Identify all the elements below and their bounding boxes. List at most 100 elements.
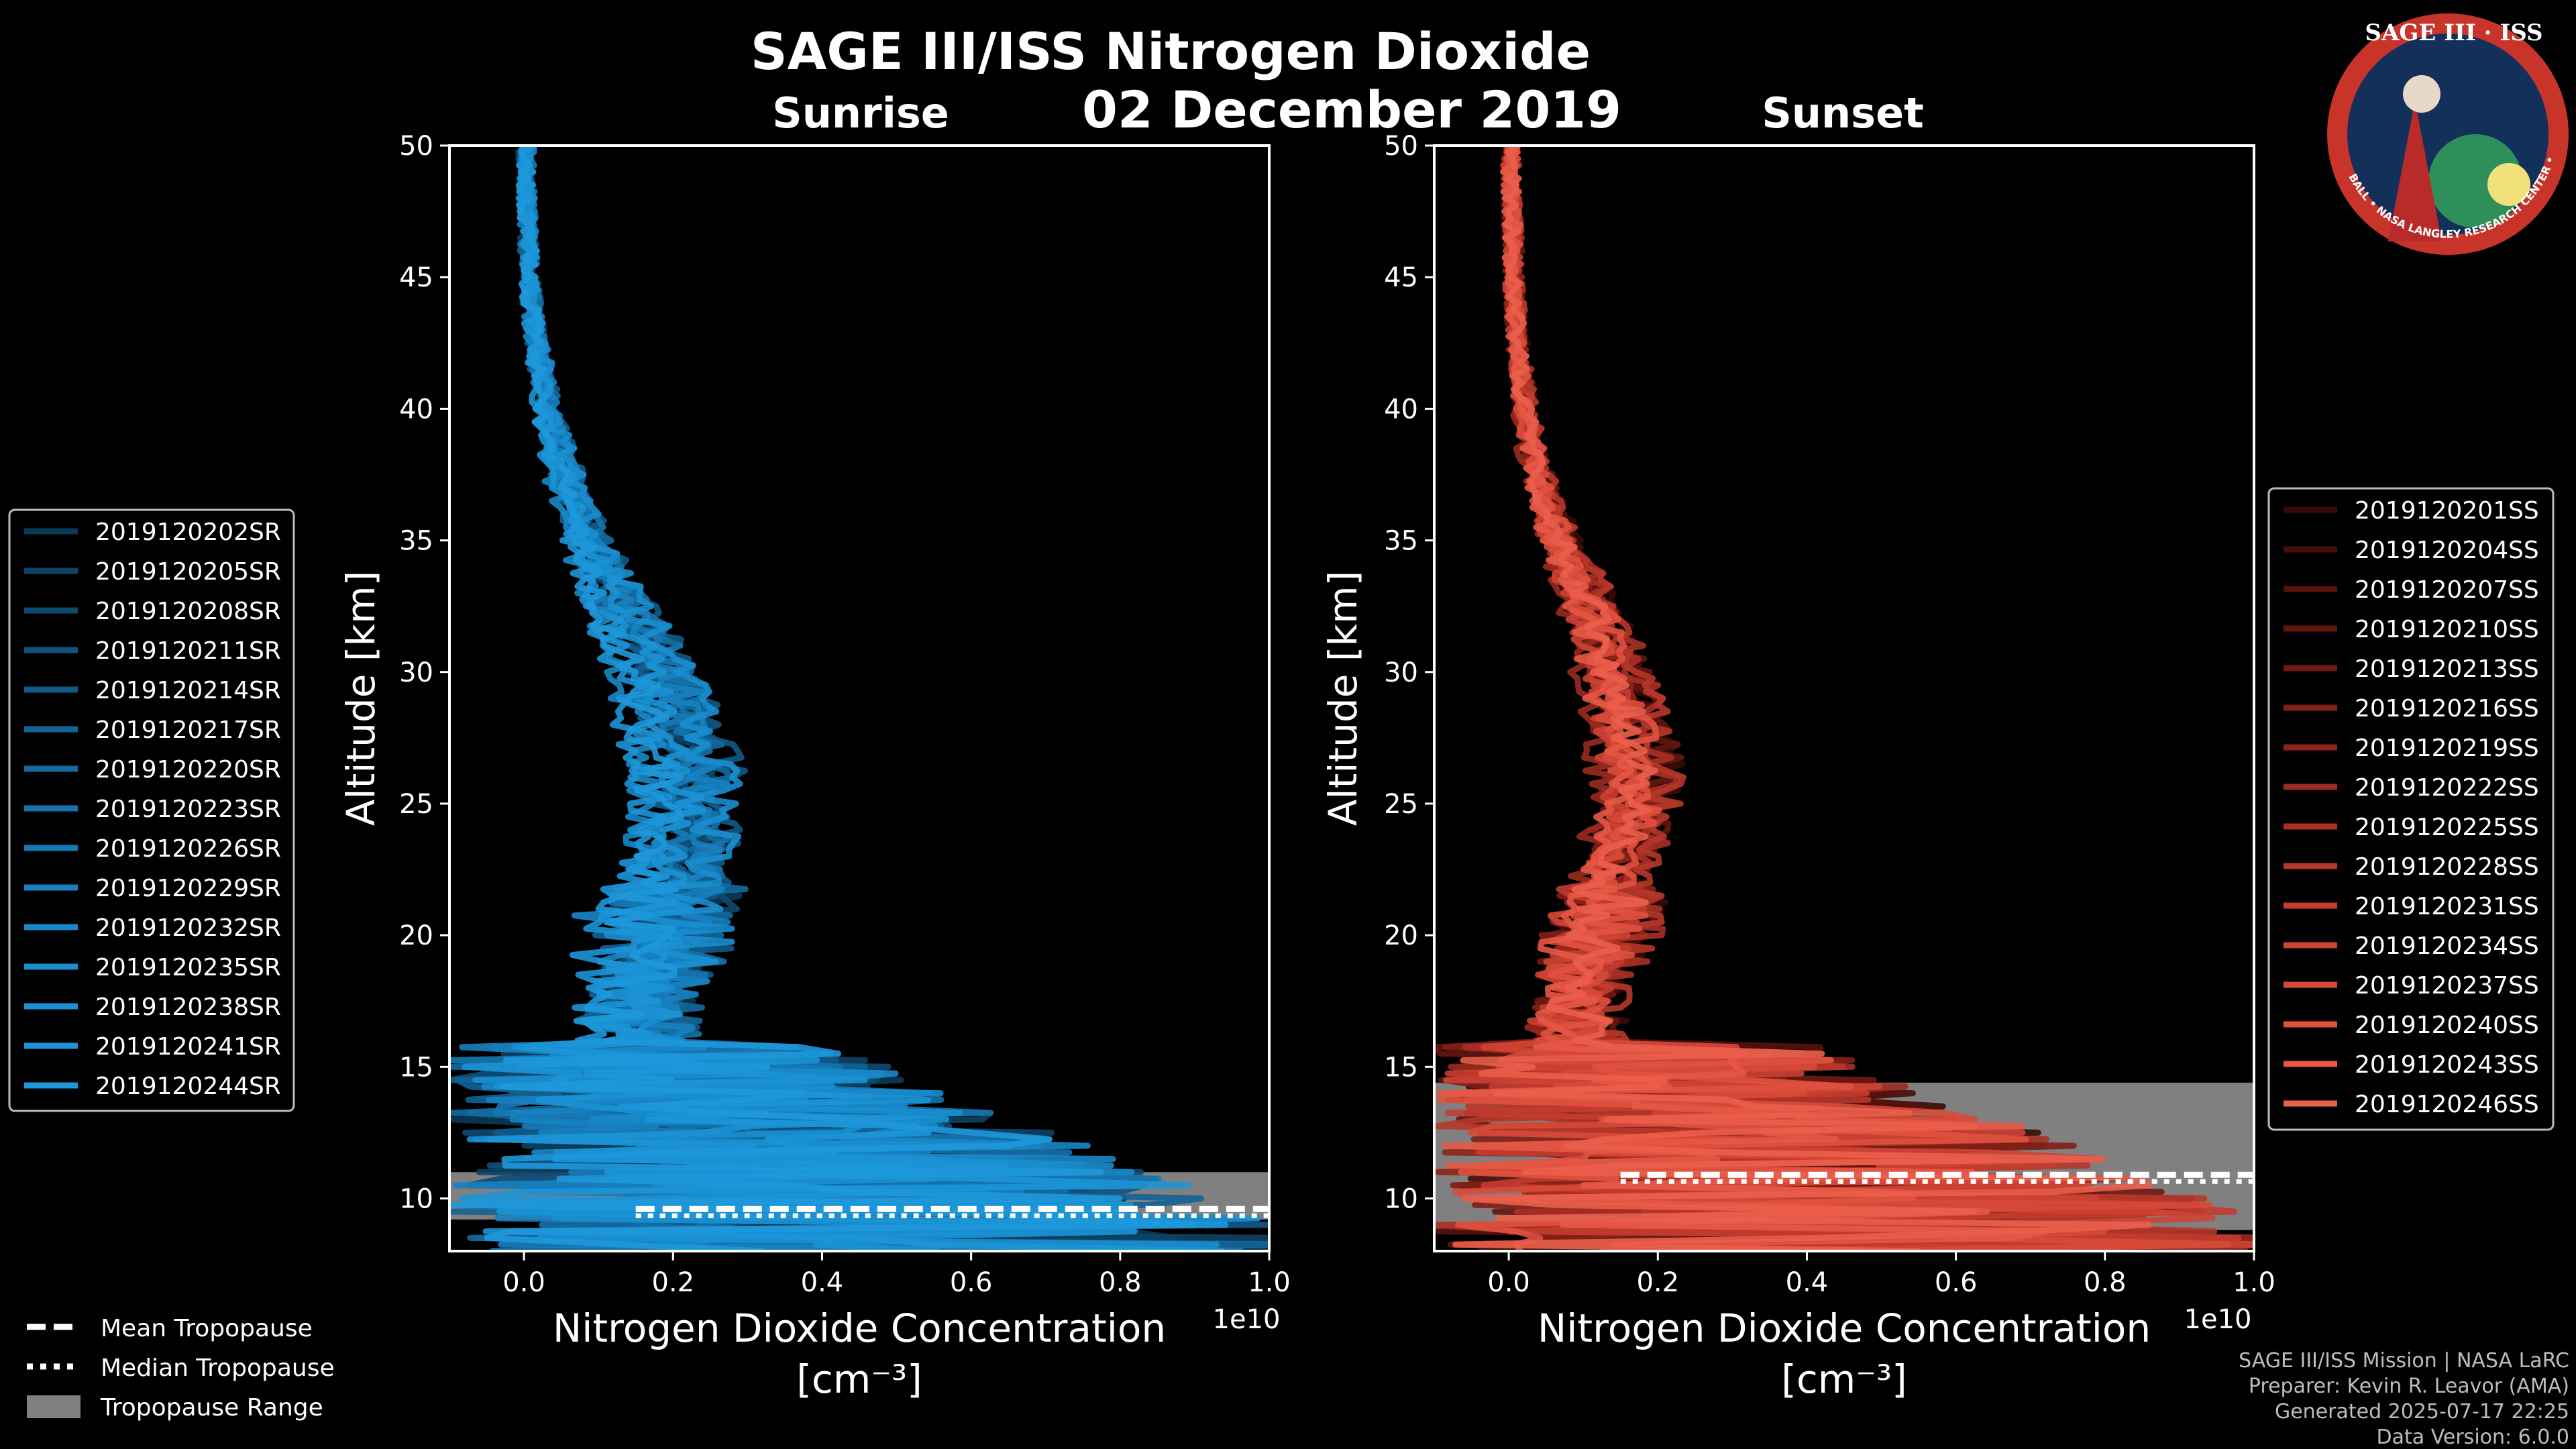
sunrise-legend-label-2019120208SR: 2019120208SR [95,598,281,625]
sunset-legend-label-2019120210SS: 2019120210SS [2355,616,2539,643]
sunset-x-tick-label: 0.8 [2084,1267,2127,1298]
footer-preparer: Preparer: Kevin R. Leavor (AMA) [2249,1375,2569,1398]
sunset-legend-label-2019120234SS: 2019120234SS [2355,932,2539,960]
sunset-y-tick-label: 30 [1384,657,1418,688]
median-tropopause-label: Median Tropopause [101,1354,335,1382]
sunset-legend-label-2019120216SS: 2019120216SS [2355,695,2539,722]
sunset-legend-label-2019120228SS: 2019120228SS [2355,853,2539,881]
footer-data-version: Data Version: 6.0.0 [2377,1426,2569,1449]
mean-tropopause-label: Mean Tropopause [101,1315,313,1342]
sunrise-legend-label-2019120211SR: 2019120211SR [95,637,281,665]
sunrise-legend-label-2019120226SR: 2019120226SR [95,835,281,863]
sunset-y-tick-label: 50 [1384,131,1418,162]
sunset-x-tick-label: 0.2 [1636,1267,1679,1298]
sunset-y-tick-label: 15 [1384,1052,1418,1083]
sunrise-y-tick-label: 40 [399,394,433,425]
sunrise-series-line-2019120244SR [449,146,1229,1251]
sunrise-y-tick-label: 10 [399,1184,433,1215]
sunset-x-tick-label: 0.0 [1487,1267,1530,1298]
logo-earth-icon [2428,134,2522,228]
sunset-y-tick-label: 35 [1384,526,1418,557]
logo-figure-icon [2388,101,2442,241]
figure-date: 02 December 2019 [1082,80,1621,140]
logo-sun-icon [2487,163,2530,206]
right-panel-title: Sunset [1762,89,1924,138]
tropopause-range-label: Tropopause Range [100,1394,323,1421]
sunset-ticks: 0.0 0.2 0.4 0.6 0.8 1.0 10 15 20 25 30 35 40 45 50 [1384,131,2275,1298]
sunrise-y-tick-label: 45 [399,262,433,293]
sunset-legend-label-2019120243SS: 2019120243SS [2355,1051,2539,1079]
tropopause-range-swatch [27,1395,80,1418]
sunset-legend-label-2019120240SS: 2019120240SS [2355,1012,2539,1039]
sunset-x-tick-label: 0.6 [1935,1267,1978,1298]
sunrise-x-tick-label: 0.4 [801,1267,844,1298]
sunset-legend-label-2019120207SS: 2019120207SS [2355,576,2539,604]
sunset-legend-label-2019120231SS: 2019120231SS [2355,893,2539,920]
sunset-legend: 2019120201SS 2019120204SS 2019120207SS 2019… [2267,487,2555,1131]
sunrise-legend: 2019120202SR 2019120205SR 2019120208SR 2019… [8,508,295,1112]
sunset-tropopause-marks [1620,1171,2254,1184]
sunrise-y-tick-label: 20 [399,920,433,951]
sunrise-legend-label-2019120241SR: 2019120241SR [95,1033,281,1061]
sunset-x-scale-label: 1e10 [2184,1304,2252,1335]
sunset-x-axis-units: [cm⁻³] [1781,1356,1907,1402]
sunrise-y-axis-label: Altitude [km] [338,571,384,826]
logo-head-icon [2403,75,2440,113]
sunset-legend-label-2019120225SS: 2019120225SS [2355,814,2539,841]
sunrise-tropopause-marks [635,1205,1269,1218]
sunset-legend-label-2019120219SS: 2019120219SS [2355,735,2539,762]
sunrise-x-axis-label: Nitrogen Dioxide Concentration [553,1305,1166,1351]
sunrise-legend-label-2019120214SR: 2019120214SR [95,677,281,704]
tropopause-legend: Mean Tropopause Median Tropopause Tropop… [27,1315,335,1421]
left-panel-title: Sunrise [772,89,949,138]
sunset-legend-label-2019120237SS: 2019120237SS [2355,972,2539,1000]
logo-text: SAGE III · ISS [2365,19,2542,46]
sunset-legend-label-2019120222SS: 2019120222SS [2355,774,2539,802]
sunrise-legend-label-2019120223SR: 2019120223SR [95,796,281,823]
sunset-y-axis-label: Altitude [km] [1320,571,1366,826]
sunset-legend-label-2019120246SS: 2019120246SS [2355,1091,2539,1118]
sunrise-legend-label-2019120220SR: 2019120220SR [95,756,281,784]
footer-generated: Generated 2025-07-17 22:25 [2275,1400,2569,1424]
sunset-x-tick-label: 0.4 [1786,1267,1829,1298]
sunrise-legend-label-2019120238SR: 2019120238SR [95,994,281,1021]
sunset-y-tick-label: 10 [1384,1184,1418,1215]
sunrise-plot-frame [448,144,1271,1252]
sunrise-x-scale-label: 1e10 [1213,1304,1281,1335]
sunrise-legend-label-2019120217SR: 2019120217SR [95,716,281,744]
sunset-legend-label-2019120204SS: 2019120204SS [2355,537,2539,564]
sunset-y-tick-label: 25 [1384,789,1418,820]
sunset-series-line-2019120246SS [1452,146,2153,1251]
sunset-legend-label-2019120213SS: 2019120213SS [2355,655,2539,683]
footer-mission: SAGE III/ISS Mission | NASA LaRC [2239,1349,2569,1373]
sunrise-legend-label-2019120235SR: 2019120235SR [95,954,281,981]
sunrise-y-tick-label: 25 [399,789,433,820]
sunset-legend-label-2019120201SS: 2019120201SS [2355,497,2539,525]
sunset-y-tick-label: 45 [1384,262,1418,293]
sunrise-series-layer [449,146,1269,1251]
sunrise-x-tick-label: 0.6 [950,1267,993,1298]
sunrise-y-tick-label: 35 [399,526,433,557]
sunrise-ticks: 0.0 0.2 0.4 0.6 0.8 1.0 10 15 20 25 30 35 40 45 50 [399,131,1291,1298]
figure-title: SAGE III/ISS Nitrogen Dioxide [751,21,1591,81]
sunrise-legend-label-2019120202SR: 2019120202SR [95,519,281,546]
sunset-y-tick-label: 40 [1384,394,1418,425]
sunset-y-tick-label: 20 [1384,920,1418,951]
sunrise-x-tick-label: 0.2 [651,1267,694,1298]
sunrise-y-tick-label: 30 [399,657,433,688]
sunrise-legend-label-2019120244SR: 2019120244SR [95,1073,281,1100]
sunset-x-axis-label: Nitrogen Dioxide Concentration [1538,1305,2151,1351]
sunset-legend-frame [2267,487,2555,1131]
sunset-plot-frame [1433,144,2255,1252]
sunrise-plot-area: 0.0 0.2 0.4 0.6 0.8 1.0 10 15 20 25 30 35 40 45 50 Alt… [338,131,1291,1402]
sunrise-x-tick-label: 0.0 [502,1267,545,1298]
sunrise-x-axis-units: [cm⁻³] [796,1356,922,1402]
sunrise-legend-label-2019120229SR: 2019120229SR [95,875,281,902]
sunrise-legend-label-2019120205SR: 2019120205SR [95,558,281,586]
sunset-series-layer [1434,146,2254,1251]
sunrise-y-tick-label: 50 [399,131,433,162]
sunrise-x-tick-label: 1.0 [1248,1267,1291,1298]
sunrise-legend-frame [8,508,295,1112]
sunrise-x-tick-label: 0.8 [1099,1267,1142,1298]
